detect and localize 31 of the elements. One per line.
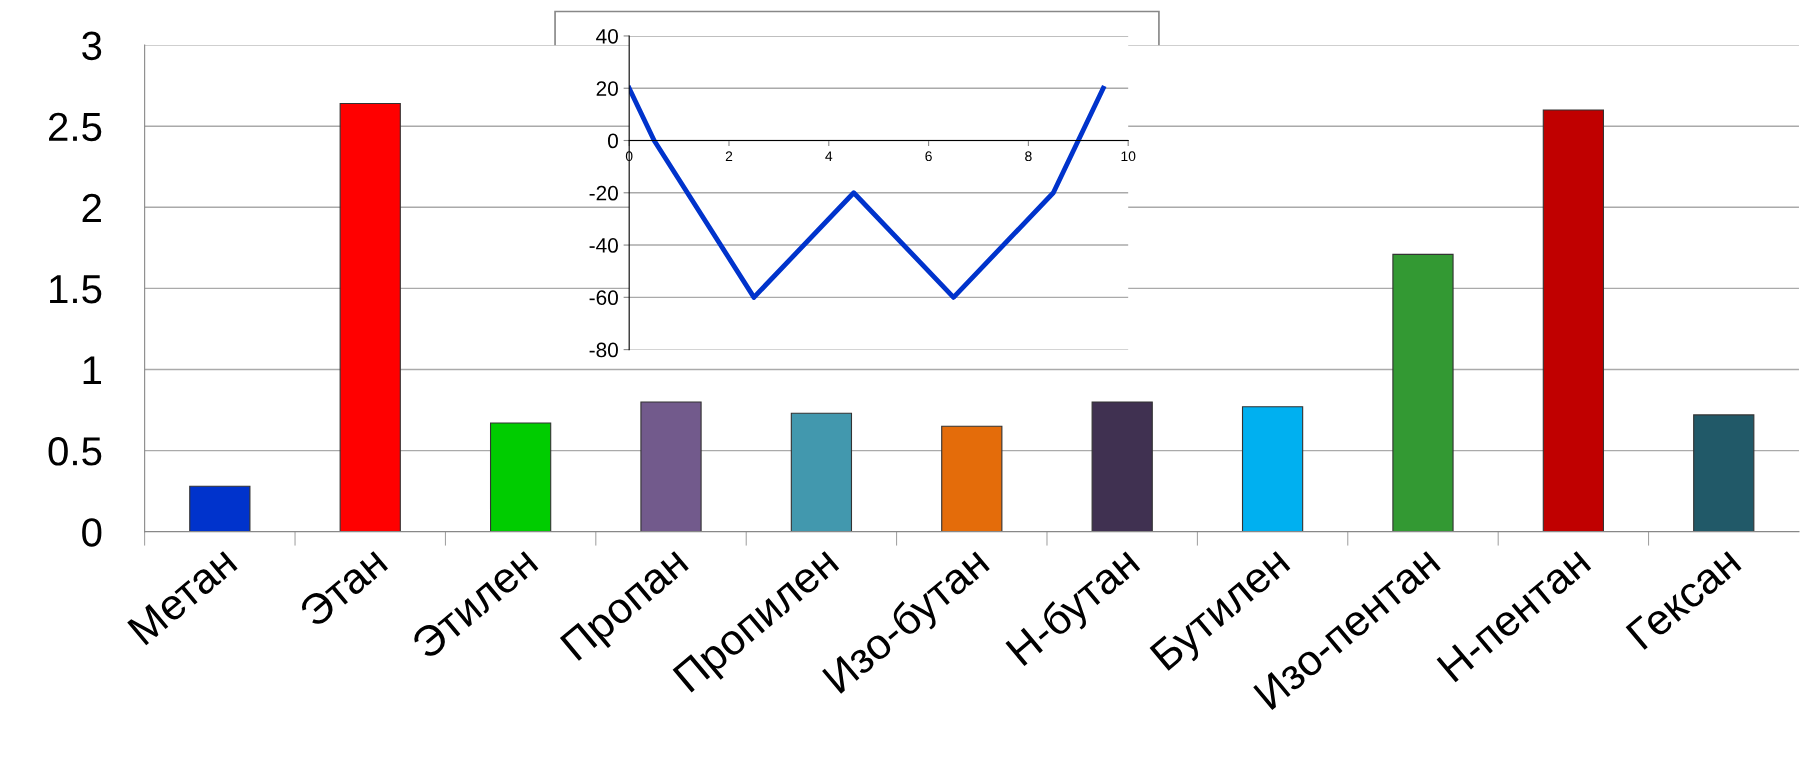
y-tick-label: 40	[596, 28, 618, 44]
y-tick-label: 20	[596, 81, 618, 96]
y-tick-label: -80	[589, 342, 618, 358]
bar	[790, 412, 853, 532]
y-tick-label: 1	[83, 356, 102, 385]
y-tick-label: 2	[82, 193, 101, 222]
bar	[1241, 406, 1304, 532]
x-tick-label: 2	[725, 151, 733, 161]
y-tick-label: -20	[589, 185, 618, 201]
bar	[640, 401, 702, 532]
bar	[1693, 414, 1755, 532]
x-tick-label: Этан	[297, 545, 389, 629]
x-tick-label: 4	[825, 151, 833, 161]
x-tick-label: 10	[1121, 151, 1136, 162]
bar	[1392, 253, 1454, 532]
y-tick-label: 1.5	[50, 275, 102, 304]
x-tick-label: 6	[925, 151, 932, 162]
bar	[1542, 109, 1605, 532]
y-tick-label: 2.5	[49, 112, 102, 142]
y-tick-label: -60	[589, 290, 618, 306]
y-tick-label: 3	[82, 31, 102, 61]
y-tick-label: 0	[82, 518, 102, 547]
y-tick-label: 0.5	[48, 437, 102, 466]
bar	[339, 102, 401, 532]
y-tick-label: -40	[589, 238, 618, 253]
bar	[1091, 401, 1153, 532]
bar	[189, 485, 251, 532]
x-tick-label: 8	[1025, 151, 1032, 162]
bar	[941, 425, 1003, 532]
bar	[489, 422, 552, 532]
y-tick-label: 0	[608, 133, 618, 149]
